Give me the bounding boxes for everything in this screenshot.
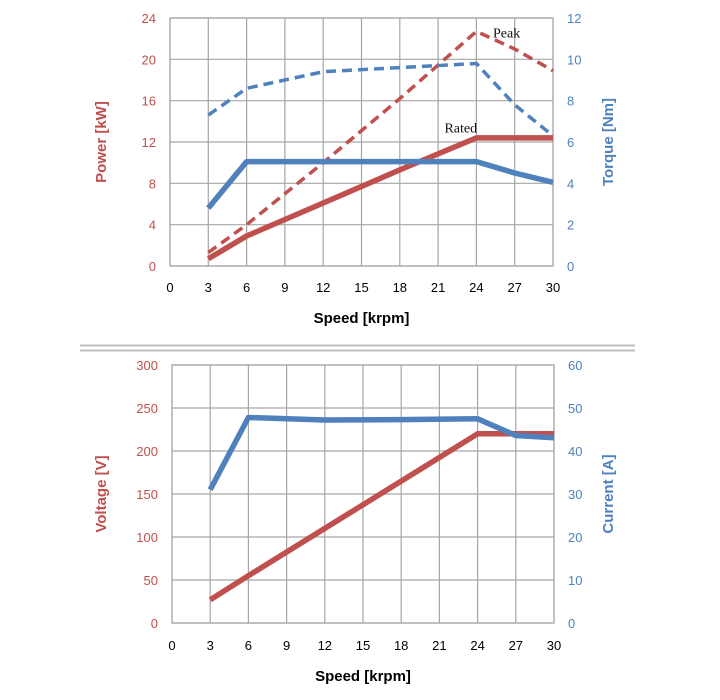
x-tick-label: 18	[394, 638, 408, 653]
x-tick-label: 15	[356, 638, 370, 653]
left-y-tick-label: 150	[136, 487, 158, 502]
right-y-tick-label: 10	[568, 573, 582, 588]
right-y-tick-label: 30	[568, 487, 582, 502]
series-line-left-solid	[206, 135, 553, 262]
x-tick-label: 21	[431, 280, 445, 295]
x-tick-label: 12	[316, 280, 330, 295]
x-tick-label: 21	[432, 638, 446, 653]
right-y-tick-label: 8	[567, 94, 574, 109]
divider	[80, 344, 635, 352]
x-tick-label: 30	[546, 280, 560, 295]
left-y-tick-label: 0	[149, 259, 156, 274]
x-axis-title: Speed [krpm]	[314, 310, 410, 327]
right-y-axis-title: Current [A]	[600, 454, 617, 533]
x-tick-label: 9	[281, 280, 288, 295]
left-y-axis-title: Voltage [V]	[93, 455, 110, 532]
right-y-tick-label: 0	[567, 259, 574, 274]
right-y-tick-label: 20	[568, 530, 582, 545]
x-tick-label: 3	[207, 638, 214, 653]
right-y-axis-title: Torque [Nm]	[600, 98, 617, 186]
x-tick-label: 27	[507, 280, 521, 295]
plot-frame	[169, 17, 554, 267]
x-tick-label: 24	[469, 280, 483, 295]
right-y-tick-label: 60	[568, 358, 582, 373]
left-y-tick-label: 12	[142, 135, 156, 150]
x-tick-label: 3	[205, 280, 212, 295]
x-tick-label: 12	[318, 638, 332, 653]
left-y-tick-label: 50	[144, 573, 158, 588]
left-y-tick-label: 24	[142, 11, 156, 26]
series-line-right-solid	[206, 158, 554, 210]
left-y-tick-label: 20	[142, 52, 156, 67]
series-line-left-dashed	[207, 29, 554, 255]
annotation-label: Rated	[444, 122, 477, 137]
left-y-tick-label: 0	[151, 616, 158, 631]
series-line-left-solid	[208, 431, 554, 603]
power-torque-chart: 0 3 6 9 12 15 18 21 24 27 3004812162024024681012Pe…	[93, 11, 617, 327]
right-y-tick-label: 4	[567, 176, 574, 191]
x-tick-label: 6	[243, 280, 250, 295]
right-y-tick-label: 40	[568, 444, 582, 459]
x-tick-label: 0	[166, 280, 173, 295]
x-tick-label: 18	[393, 280, 407, 295]
left-y-tick-label: 8	[149, 176, 156, 191]
x-axis-title: Speed [krpm]	[315, 668, 411, 685]
left-y-tick-label: 4	[149, 218, 156, 233]
right-y-tick-label: 0	[568, 616, 575, 631]
plot-frame	[171, 364, 555, 624]
x-tick-label: 27	[509, 638, 523, 653]
x-tick-label: 9	[283, 638, 290, 653]
x-tick-label: 0	[168, 638, 175, 653]
left-y-axis-title: Power [kW]	[93, 101, 110, 183]
left-y-tick-label: 16	[142, 94, 156, 109]
left-y-tick-label: 200	[136, 444, 158, 459]
x-tick-label: 30	[547, 638, 561, 653]
voltage-current-chart: 0 3 6 9 12 15 18 21 24 27 300501001502002503000102…	[93, 358, 617, 685]
right-y-tick-label: 6	[567, 135, 574, 150]
series-line-right-solid	[207, 414, 555, 491]
right-y-tick-label: 50	[568, 401, 582, 416]
right-y-tick-label: 10	[567, 52, 581, 67]
right-y-tick-label: 12	[567, 11, 581, 26]
left-y-tick-label: 250	[136, 401, 158, 416]
annotation-label: Peak	[493, 26, 520, 41]
x-tick-label: 24	[470, 638, 484, 653]
series-line-right-dashed	[207, 61, 555, 138]
x-tick-label: 6	[245, 638, 252, 653]
left-y-tick-label: 100	[136, 530, 158, 545]
left-y-tick-label: 300	[136, 358, 158, 373]
x-tick-label: 15	[354, 280, 368, 295]
right-y-tick-label: 2	[567, 218, 574, 233]
